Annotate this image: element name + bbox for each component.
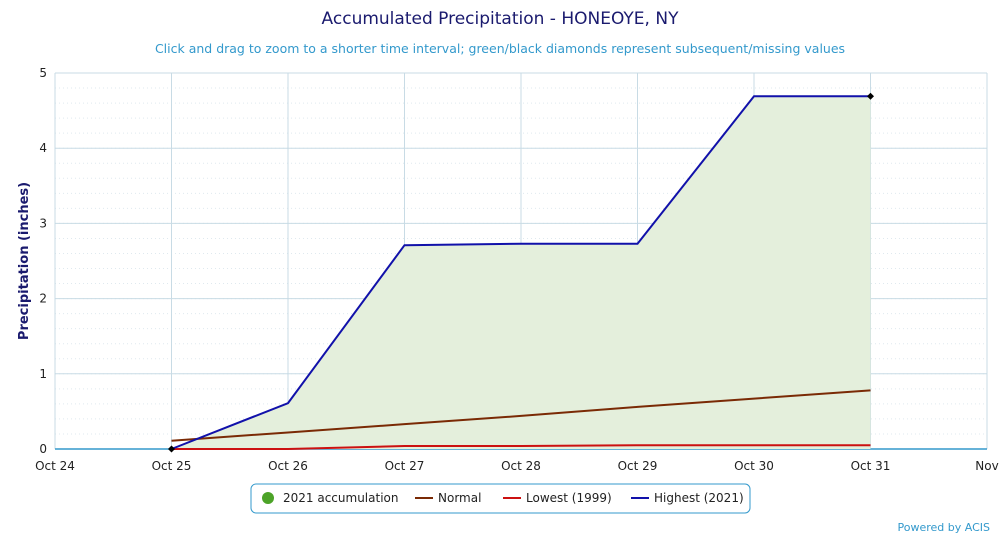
legend-box [250,483,751,514]
line-normal[interactable] [171,389,871,442]
y-tick-label: 1 [39,367,47,381]
legend-label: Normal [438,491,481,505]
series-lines [171,95,871,450]
x-axis-ticks: Oct 24 Oct 25 Oct 26 Oct 27 Oct 28 Oct 29 Oct … [35,459,999,473]
legend-item[interactable]: Normal [415,491,481,505]
line-lowest-1999[interactable] [171,444,871,450]
chart-subtitle: Click and drag to zoom to a shorter time… [155,41,845,56]
line-highest-2021[interactable] [171,95,871,450]
x-tick-label: Oct 26 [268,459,308,473]
x-tick-label: Oct 25 [152,459,192,473]
y-tick-label: 3 [39,216,47,230]
legend-item[interactable]: Highest (2021) [631,491,744,505]
chart-title: Accumulated Precipitation - HONEOYE, NY [322,9,680,29]
legend-label: Highest (2021) [654,491,744,505]
legend-label: 2021 accumulation [283,491,398,505]
x-tick-label: Oct 27 [385,459,425,473]
x-tick-label: Oct 31 [851,459,891,473]
diamond-markers[interactable] [168,92,874,453]
y-axis-label: Precipitation (inches) [17,182,32,340]
accumulation-area [171,96,871,449]
x-tick-label: Oct 30 [734,459,774,473]
x-tick-label: Nov [975,459,998,473]
x-tick-label: Oct 28 [501,459,541,473]
x-tick-label: Oct 29 [618,459,658,473]
y-tick-label: 0 [39,442,47,456]
y-axis-ticks: 0 1 2 3 4 5 [39,66,47,456]
legend-label: Lowest (1999) [526,491,612,505]
area-2021-accumulation [171,96,871,449]
y-tick-label: 2 [39,292,47,306]
legend-item[interactable]: Lowest (1999) [503,491,612,505]
credit-link[interactable]: Powered by ACIS [898,521,991,534]
y-tick-label: 5 [39,66,47,80]
legend-symbol-dot [262,492,274,504]
legend-item[interactable]: 2021 accumulation [262,491,398,505]
diamond-marker[interactable] [168,445,175,453]
x-tick-label: Oct 24 [35,459,75,473]
diamond-marker[interactable] [867,92,874,100]
y-tick-label: 4 [39,141,47,155]
legend[interactable]: 2021 accumulation Normal Lowest (1999) High… [250,483,751,514]
